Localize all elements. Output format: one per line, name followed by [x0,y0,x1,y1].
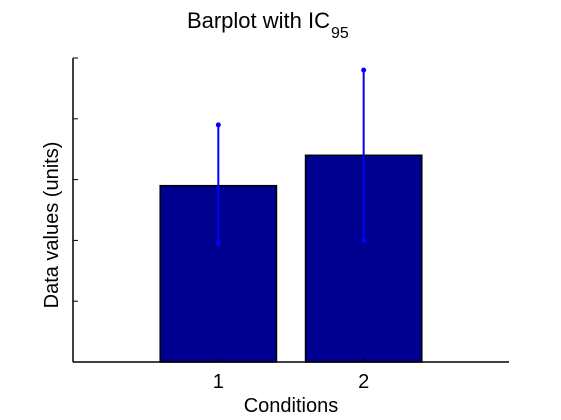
x-tick-label: 1 [213,371,224,393]
errorbar-lower-cap [361,237,367,243]
bars-layer [159,154,423,363]
errorbar-upper-cap [361,67,367,73]
x-axis-label: Conditions [244,395,339,417]
chart-title-subscript: 95 [331,25,349,42]
y-axis-label: Data values (units) [41,142,63,309]
errorbars-layer [215,67,367,246]
chart-title: Barplot with IC 95 [187,8,349,42]
errorbar-1 [215,122,221,246]
y-ticks [73,57,78,363]
errorbar-2 [361,67,367,243]
errorbar-upper-cap [215,122,221,128]
errorbar-lower-cap [215,240,221,246]
chart-title-main: Barplot with IC [187,8,330,33]
x-tick-label: 2 [358,371,369,393]
